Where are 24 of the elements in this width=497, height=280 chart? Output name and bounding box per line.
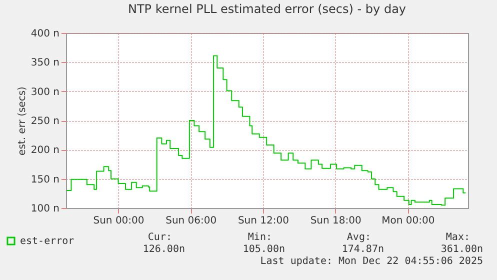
y-tick-label: 300 n [30,86,60,98]
y-tick-label: 200 n [30,145,60,156]
text: Avg: [346,232,371,243]
y-tick-label: 100 n [30,204,60,214]
text: Cur: [148,232,172,243]
text: 105.00n [242,244,285,255]
text: 361.00n [440,244,483,255]
y-tick-label: 250 n [30,116,60,127]
x-tick-label: Sun 06:00 [166,216,217,226]
text: Min: [248,232,272,243]
y-tick-label: 150 n [30,174,60,186]
y-tick-label: 350 n [30,58,60,69]
legend-label: est-error [20,236,74,247]
text: 126.00n [142,244,185,255]
y-axis-title: est. err (secs) [16,86,28,156]
chart-title: NTP kernel PLL estimated error (secs) - by day [128,2,406,16]
x-tick-label: Sun 18:00 [310,216,362,226]
x-tick-label: Mon 00:00 [382,216,435,226]
text: 174.87n [342,244,384,255]
x-tick-label: Sun 00:00 [93,216,144,226]
y-tick-label: 400 n [30,28,60,40]
text: Max: [446,232,470,243]
text: Last update: Mon Dec 22 04:55:06 2025 [260,256,483,267]
x-tick-label: Sun 12:00 [238,216,289,226]
